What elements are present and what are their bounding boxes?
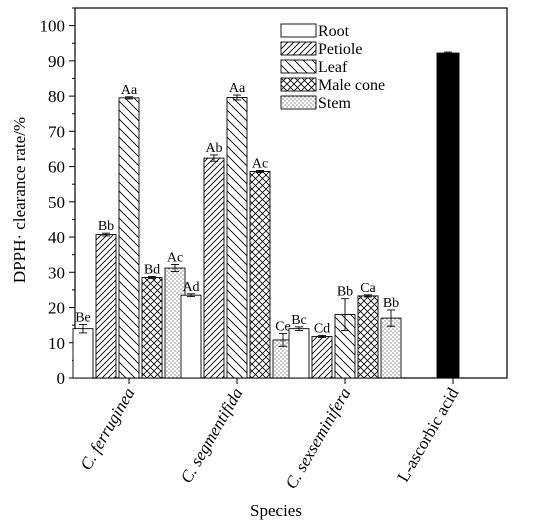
y-tick-label: 70: [48, 122, 65, 141]
bar: [118, 97, 140, 379]
x-axis-title: Species: [250, 501, 302, 520]
significance-label: Bb: [383, 296, 399, 311]
bars: Be Bb Aa Bd Ac Ad Ab Aa Ac Ce Bc Cd Bb Ca Bb: [72, 51, 460, 379]
x-category-label: C. segmentifida: [177, 385, 247, 487]
y-axis-title: DPPH· clearance rate/%: [10, 117, 29, 283]
significance-label: Bb: [98, 219, 114, 234]
bar: [95, 234, 117, 379]
legend-swatch: [280, 95, 317, 110]
legend-label: Male cone: [318, 77, 385, 94]
y-tick-label: 30: [48, 263, 65, 282]
bar: [288, 328, 310, 379]
bar: [203, 157, 225, 379]
y-tick-label: 60: [48, 158, 65, 177]
bar: [141, 277, 163, 379]
bar: [357, 295, 379, 379]
legend-swatch: [280, 23, 317, 38]
bar: [226, 97, 248, 379]
significance-label: Aa: [229, 81, 246, 96]
significance-label: Bb: [337, 285, 353, 300]
legend-label: Root: [318, 23, 350, 40]
significance-label: Be: [75, 310, 91, 325]
significance-label: Cd: [314, 321, 330, 336]
x-category-label: L-ascorbic acid: [393, 384, 462, 485]
x-category-label: C. sexseminifera: [281, 385, 354, 493]
bar: [72, 328, 94, 379]
bar: [311, 335, 333, 379]
significance-label: Ca: [360, 281, 376, 296]
legend-swatch: [280, 41, 317, 56]
control-bar: [436, 52, 460, 379]
y-tick-label: 40: [48, 228, 65, 247]
y-tick-label: 50: [48, 193, 65, 212]
significance-label: Bd: [144, 263, 160, 278]
significance-label: Aa: [121, 83, 138, 98]
legend-label: Leaf: [318, 59, 348, 76]
x-category-label: C. ferruginea: [76, 385, 138, 474]
y-tick-label: 90: [48, 52, 65, 71]
significance-label: Ad: [182, 280, 199, 295]
legend-swatch: [280, 77, 317, 92]
significance-label: Ac: [167, 251, 183, 266]
significance-label: Bc: [291, 313, 307, 328]
y-tick-label: 10: [48, 334, 65, 353]
y-tick-label: 80: [48, 87, 65, 106]
bar: [180, 294, 202, 379]
significance-label: Ab: [205, 141, 222, 156]
bar: [249, 171, 271, 379]
legend-label: Stem: [318, 95, 351, 112]
legend-label: Petiole: [318, 41, 362, 58]
bar: [380, 317, 402, 379]
y-tick-label: 100: [40, 17, 66, 36]
y-tick-label: 20: [48, 299, 65, 318]
y-tick-label: 0: [57, 369, 66, 388]
legend-swatch: [280, 59, 317, 74]
significance-label: Ac: [252, 156, 268, 171]
significance-label: Ce: [275, 320, 291, 335]
